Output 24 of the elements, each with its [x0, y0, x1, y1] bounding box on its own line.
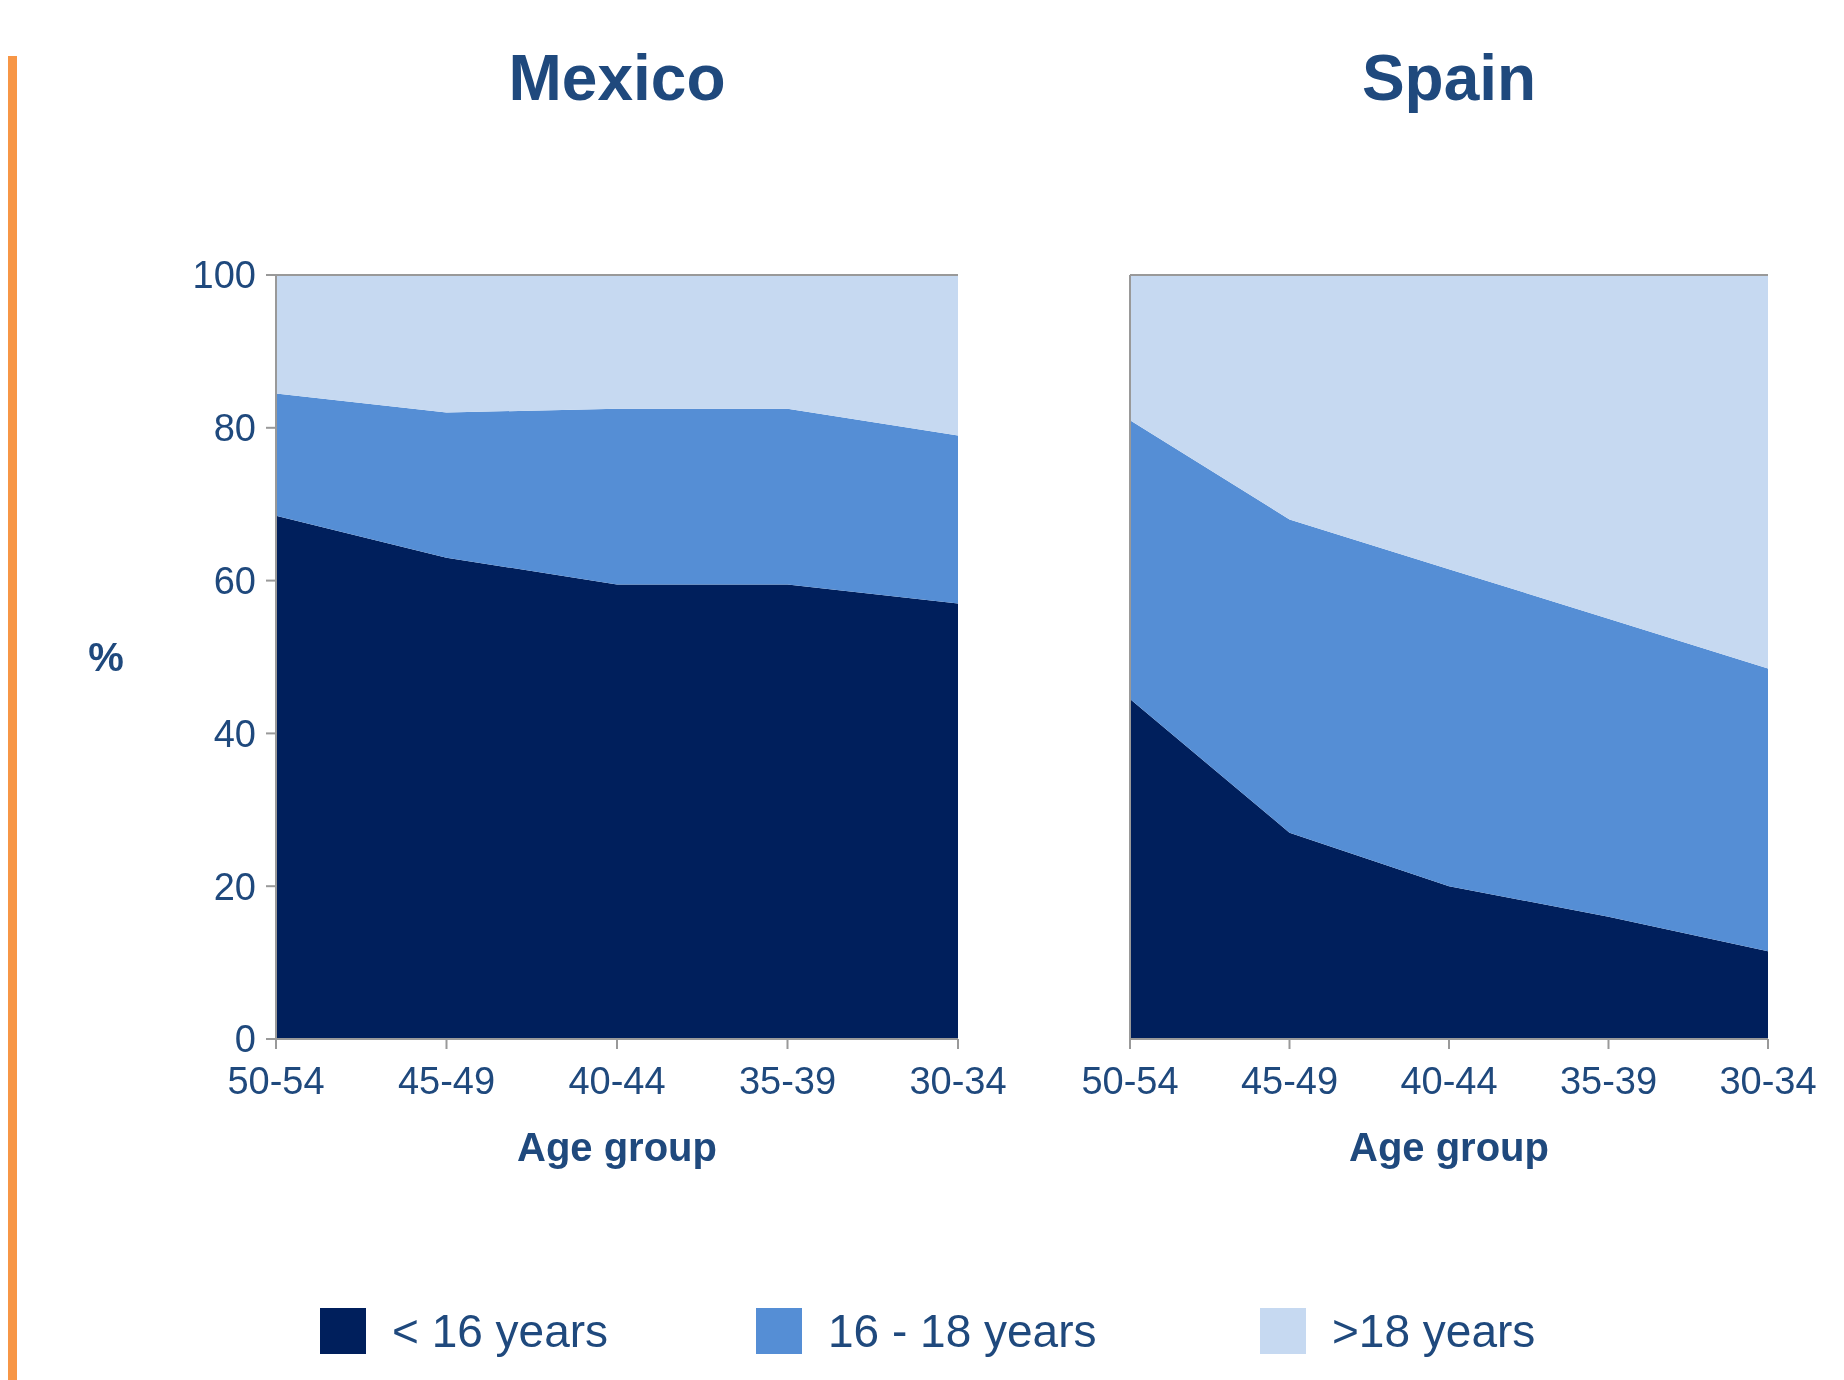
x-tick-label: 35-39 [1559, 1060, 1658, 1102]
x-tick-label: 45-49 [1240, 1060, 1339, 1102]
y-tick-label: 40 [213, 712, 256, 755]
y-tick-label: 80 [213, 407, 256, 450]
y-tick-label: 60 [213, 559, 256, 602]
x-axis-title: Age group [517, 1125, 717, 1169]
x-tick-label: 30-34 [1719, 1060, 1817, 1102]
x-tick-label: 50-54 [1081, 1060, 1179, 1102]
x-tick-label: 40-44 [1400, 1060, 1498, 1102]
x-tick-label: 45-49 [397, 1060, 496, 1102]
y-tick-label: 20 [213, 865, 256, 908]
x-axis-title: Age group [1349, 1125, 1549, 1169]
y-tick-label: 0 [234, 1018, 256, 1061]
x-tick-label: 50-54 [227, 1060, 325, 1102]
legend-label: >18 years [1332, 1305, 1536, 1358]
x-tick-label: 40-44 [568, 1060, 666, 1102]
y-axis-title: % [88, 635, 124, 679]
x-tick-label: 35-39 [738, 1060, 837, 1102]
chart-title: Spain [1361, 42, 1537, 114]
y-tick-label: 100 [192, 254, 256, 297]
legend-label: < 16 years [392, 1305, 609, 1358]
legend-label: 16 - 18 years [828, 1305, 1097, 1358]
chart-title: Mexico [508, 42, 726, 114]
x-tick-label: 30-34 [909, 1060, 1007, 1102]
